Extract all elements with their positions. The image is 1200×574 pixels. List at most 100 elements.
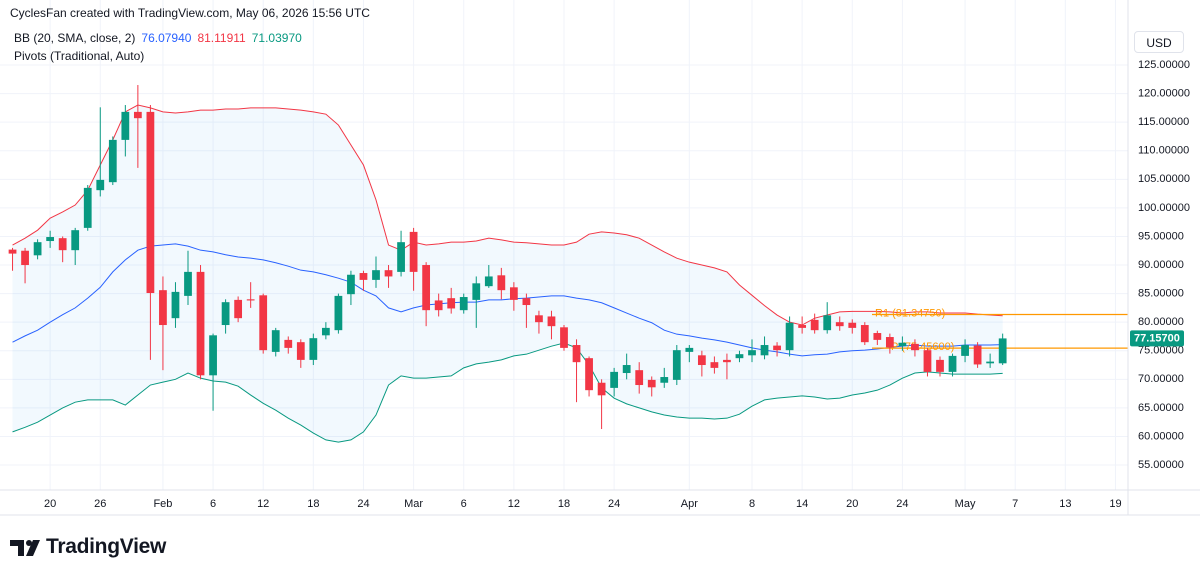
candle-body xyxy=(697,355,706,366)
x-tick-label: 24 xyxy=(357,498,369,510)
candle-body xyxy=(810,319,819,331)
y-tick-label: 85.00000 xyxy=(1138,288,1184,300)
bb-legend: BB (20, SMA, close, 2) 76.07940 81.11911 7… xyxy=(14,31,302,45)
candle-body xyxy=(321,327,330,336)
candle-body xyxy=(848,322,857,328)
bb-line xyxy=(12,104,1003,326)
candle-body xyxy=(710,362,719,368)
currency-button[interactable]: USD xyxy=(1134,31,1184,53)
candles xyxy=(8,85,1007,430)
pivots-label: Pivots (Traditional, Auto) xyxy=(14,49,145,63)
candle-body xyxy=(509,287,518,300)
x-tick-label: 19 xyxy=(1109,498,1121,510)
y-tick-label: 70.00000 xyxy=(1138,373,1184,385)
pivots-legend: Pivots (Traditional, Auto) xyxy=(14,49,144,63)
pivots: R1 (81.34750) P (75.45600) xyxy=(872,307,1128,353)
candle-body xyxy=(823,315,832,331)
candle-body xyxy=(71,230,80,251)
x-tick-label: 12 xyxy=(257,498,269,510)
candle-body xyxy=(46,237,55,242)
logo-text: TradingView xyxy=(46,535,167,558)
candle-body xyxy=(334,295,343,331)
bb-line xyxy=(12,342,1003,443)
candle-body xyxy=(434,300,443,311)
pivot-label: R1 (81.34750) xyxy=(875,307,945,319)
y-tick-label: 65.00000 xyxy=(1138,402,1184,414)
y-tick-label: 95.00000 xyxy=(1138,230,1184,242)
candle-body xyxy=(885,337,894,348)
x-tick-label: 18 xyxy=(558,498,570,510)
x-tick-label: 20 xyxy=(44,498,56,510)
candle-body xyxy=(21,250,29,266)
bb-values: 76.07940 81.11911 71.03970 xyxy=(141,31,301,45)
candle-body xyxy=(572,345,581,363)
candle-body xyxy=(735,354,744,359)
x-tick-label: Apr xyxy=(681,498,698,510)
x-tick-label: 7 xyxy=(1012,498,1018,510)
candle-body xyxy=(748,350,756,356)
candle-body xyxy=(234,299,243,319)
y-tick-label: 115.00000 xyxy=(1138,116,1189,128)
candle-body xyxy=(472,283,481,300)
candle-body xyxy=(422,265,431,311)
candle-body xyxy=(923,350,932,372)
attribution: CyclesFan created with TradingView.com, … xyxy=(10,6,370,20)
candle-body xyxy=(171,291,180,319)
candle-body xyxy=(911,343,919,351)
candle-body xyxy=(347,274,355,295)
x-tick-label: May xyxy=(955,498,976,510)
x-tick-label: 20 xyxy=(846,498,858,510)
candle-body xyxy=(309,338,318,360)
x-tick-label: 8 xyxy=(749,498,755,510)
candle-body xyxy=(986,361,995,364)
candle-body xyxy=(121,111,130,140)
bollinger-bands xyxy=(12,104,1003,443)
candle-body xyxy=(672,350,681,380)
candle-body xyxy=(372,270,380,280)
candle-body xyxy=(535,315,543,323)
candle-body xyxy=(585,358,593,391)
y-tick-label: 105.00000 xyxy=(1138,173,1190,185)
logo-icon xyxy=(10,540,40,556)
candle-body xyxy=(384,270,393,277)
candle-body xyxy=(998,338,1007,364)
y-tick-label: 100.00000 xyxy=(1138,202,1190,214)
candle-body xyxy=(108,139,117,183)
candle-body xyxy=(760,345,769,356)
pivot-label: P (75.45600) xyxy=(891,341,954,353)
x-tick-label: 24 xyxy=(896,498,908,510)
x-tick-label: 13 xyxy=(1059,498,1071,510)
candle-body xyxy=(547,316,556,327)
candle-body xyxy=(610,371,619,388)
candle-body xyxy=(397,242,405,272)
candle-body xyxy=(785,322,794,351)
candle-body xyxy=(522,298,531,306)
x-tick-label: Mar xyxy=(404,498,423,510)
y-tick-label: 120.00000 xyxy=(1138,88,1190,100)
y-tick-label: 80.00000 xyxy=(1138,316,1184,328)
candle-body xyxy=(898,342,907,347)
logo-shape xyxy=(26,540,40,556)
last-price-label: 77.15700 xyxy=(1134,332,1180,344)
candle-body xyxy=(296,342,305,360)
candle-body xyxy=(259,295,268,351)
candle-body xyxy=(209,335,217,376)
y-tick-label: 90.00000 xyxy=(1138,259,1184,271)
candle-body xyxy=(146,111,155,294)
candle-body xyxy=(33,242,42,256)
x-tick-label: 26 xyxy=(94,498,106,510)
logo-dot xyxy=(26,540,32,546)
candle-body xyxy=(773,345,781,351)
logo-shape xyxy=(10,540,24,556)
candle-body xyxy=(647,379,656,388)
x-tick-label: 18 xyxy=(307,498,319,510)
y-tick-label: 60.00000 xyxy=(1138,430,1184,442)
x-tick-label: 6 xyxy=(461,498,467,510)
candle-body xyxy=(961,345,969,356)
candle-body xyxy=(497,275,506,291)
x-tick-label: Feb xyxy=(153,498,172,510)
candle-body xyxy=(835,322,844,327)
y-tick-label: 125.00000 xyxy=(1138,59,1190,71)
